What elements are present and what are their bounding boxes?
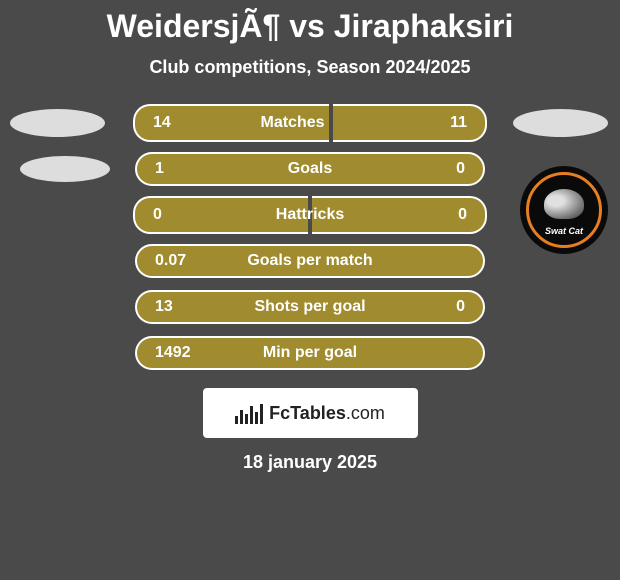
stat-bar-goals: 1 Goals 0	[135, 152, 485, 186]
date-text: 18 january 2025	[0, 452, 620, 473]
team-right-logo-wrapper: Swat Cat	[520, 166, 608, 254]
team-left-badge-wrapper	[10, 109, 105, 137]
stat-bar-hattricks: 0 Hattricks 0	[135, 198, 485, 232]
watermark-suffix: .com	[346, 403, 385, 423]
logo-text: Swat Cat	[545, 226, 583, 236]
team-left-badge-small-wrapper	[20, 156, 110, 182]
stat-row-mpg: 1492 Min per goal	[0, 336, 620, 370]
stat-right-value: 0	[456, 298, 465, 316]
watermark-text: FcTables.com	[269, 403, 385, 424]
watermark-brand: FcTables	[269, 403, 346, 423]
stat-left-value: 0.07	[155, 252, 186, 270]
stat-right-value: 0	[456, 160, 465, 178]
stat-row-matches: 14 Matches 11	[0, 106, 620, 140]
stats-wrapper: 14 Matches 11 1 Goals 0 0	[0, 106, 620, 370]
team-right-badge-icon	[513, 109, 608, 137]
logo-mascot-icon	[544, 189, 584, 219]
page-title: WeidersjÃ¶ vs Jiraphaksiri	[0, 8, 620, 45]
stat-left-value: 13	[155, 298, 173, 316]
stat-row-spg: 13 Shots per goal 0	[0, 290, 620, 324]
team-right-logo-icon: Swat Cat	[520, 166, 608, 254]
stat-bar-gpm: 0.07 Goals per match	[135, 244, 485, 278]
stat-left-value: 1	[155, 160, 164, 178]
watermark-bars-icon	[235, 402, 263, 424]
team-left-badge-small-icon	[20, 156, 110, 182]
watermark-box: FcTables.com	[203, 388, 418, 438]
stat-left-value: 1492	[155, 344, 191, 362]
subtitle: Club competitions, Season 2024/2025	[0, 57, 620, 78]
stat-bar-mpg: 1492 Min per goal	[135, 336, 485, 370]
stat-right-value: 11	[450, 114, 467, 132]
stat-label: Hattricks	[276, 206, 344, 224]
stat-bar-matches: 14 Matches 11	[135, 106, 485, 140]
stat-label: Min per goal	[263, 344, 357, 362]
team-right-badge-wrapper	[513, 109, 608, 137]
stat-label: Goals	[288, 160, 332, 178]
comparison-container: WeidersjÃ¶ vs Jiraphaksiri Club competit…	[0, 0, 620, 473]
stat-left-value: 0	[153, 206, 162, 224]
team-left-badge-icon	[10, 109, 105, 137]
stat-label: Matches	[260, 114, 324, 132]
stat-row-gpm: 0.07 Goals per match	[0, 244, 620, 278]
stat-row-hattricks: 0 Hattricks 0 Swat Cat	[0, 198, 620, 232]
stat-left-value: 14	[153, 114, 171, 132]
stat-label: Goals per match	[247, 252, 372, 270]
stat-label: Shots per goal	[254, 298, 365, 316]
stat-right-value: 0	[458, 206, 467, 224]
stat-bar-spg: 13 Shots per goal 0	[135, 290, 485, 324]
